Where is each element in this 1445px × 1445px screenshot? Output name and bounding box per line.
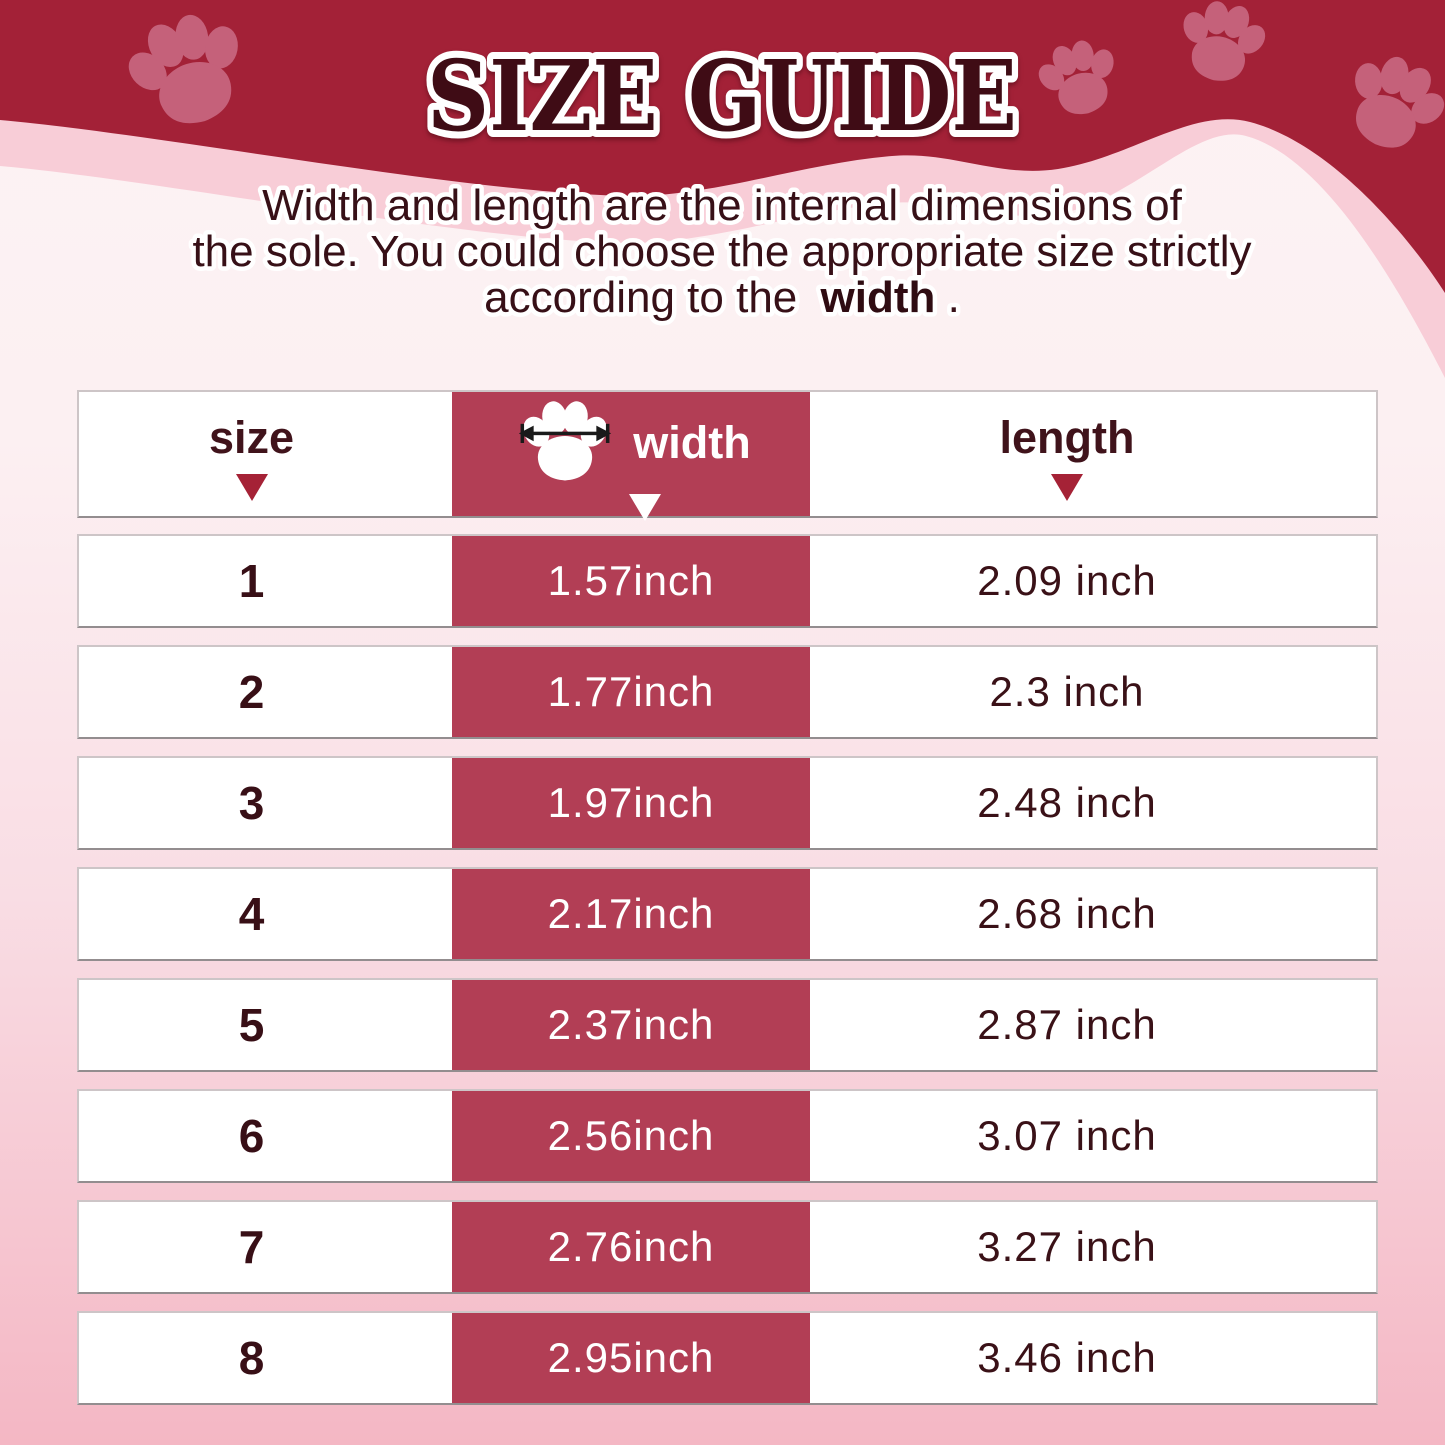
table-row-7: 7 2.76inch 3.27 inch	[77, 1200, 1378, 1294]
table-header-row: size	[77, 390, 1378, 521]
double-arrow-icon	[519, 423, 612, 443]
length-value: 3.46 inch	[977, 1334, 1157, 1381]
length-value: 2.3 inch	[989, 668, 1145, 715]
description-line-3-suffix: .	[948, 273, 960, 322]
length-value: 3.27 inch	[977, 1223, 1157, 1270]
column-header-size: size	[208, 412, 295, 464]
table-row-2: 2 1.77inch 2.3 inch	[77, 645, 1378, 739]
length-value: 2.87 inch	[977, 1001, 1157, 1048]
description-line-3: according to the width .	[484, 273, 960, 322]
header-banner: SIZE GUIDE Width and length are the inte…	[0, 0, 1445, 378]
description-line-3-bold: width	[820, 273, 936, 322]
width-value: 1.97inch	[452, 758, 810, 848]
description-line-1: Width and length are the internal dimens…	[262, 181, 1182, 230]
paw-width-measure-icon	[519, 400, 612, 480]
table-row-3: 3 1.97inch 2.48 inch	[77, 756, 1378, 850]
length-value: 2.09 inch	[977, 557, 1157, 604]
column-header-length-cell: length	[810, 392, 1376, 516]
width-value: 1.57inch	[452, 536, 810, 626]
page-title: SIZE GUIDE	[427, 39, 1017, 153]
column-header-length: length	[999, 412, 1135, 464]
width-value: 2.37inch	[452, 980, 810, 1070]
column-header-width: width	[633, 416, 751, 468]
size-value: 7	[238, 1221, 265, 1273]
size-value: 2	[238, 666, 265, 718]
size-value: 6	[238, 1110, 265, 1162]
size-value: 5	[238, 999, 265, 1051]
length-value: 2.68 inch	[977, 890, 1157, 937]
width-value: 1.77inch	[452, 647, 810, 737]
size-value: 3	[238, 777, 265, 829]
table-row-4: 4 2.17inch 2.68 inch	[77, 867, 1378, 961]
column-header-width-cell: width	[452, 392, 810, 521]
size-value: 4	[238, 888, 265, 940]
length-value: 2.48 inch	[977, 779, 1157, 826]
size-value: 1	[238, 555, 265, 607]
size-table: size	[77, 390, 1378, 1422]
description-line-2: the sole. You could choose the appropria…	[192, 227, 1251, 276]
size-value: 8	[238, 1332, 265, 1384]
width-value: 2.95inch	[452, 1313, 810, 1403]
description-line-3-prefix: according to the	[484, 273, 797, 322]
width-value: 2.76inch	[452, 1202, 810, 1292]
down-triangle-icon	[629, 493, 661, 521]
length-value: 3.07 inch	[977, 1112, 1157, 1159]
width-value: 2.17inch	[452, 869, 810, 959]
table-row-1: 1 1.57inch 2.09 inch	[77, 534, 1378, 628]
table-row-6: 6 2.56inch 3.07 inch	[77, 1089, 1378, 1183]
table-row-8: 8 2.95inch 3.46 inch	[77, 1311, 1378, 1405]
table-row-5: 5 2.37inch 2.87 inch	[77, 978, 1378, 1072]
down-triangle-icon	[235, 473, 268, 501]
down-triangle-icon	[1051, 473, 1083, 501]
width-value: 2.56inch	[452, 1091, 810, 1181]
column-header-size-cell: size	[79, 392, 452, 516]
